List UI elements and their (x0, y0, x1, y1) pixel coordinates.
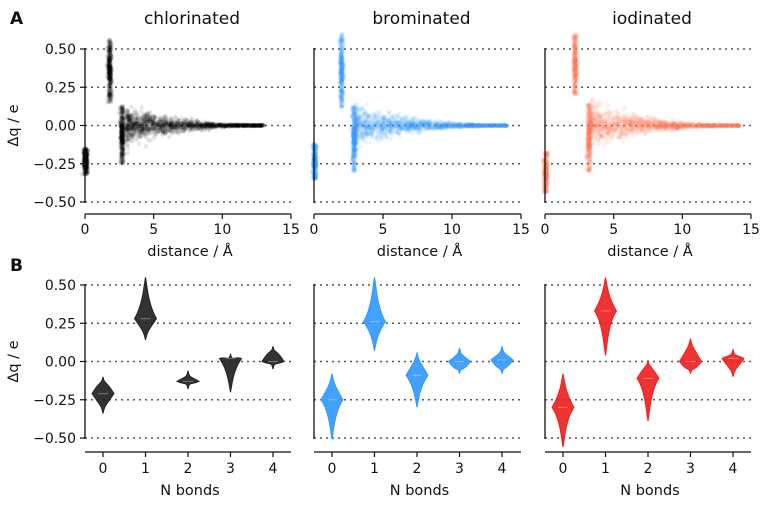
scatter-point (149, 127, 153, 131)
scatter-point (154, 127, 158, 131)
scatter-point (340, 95, 344, 99)
scatter-point (354, 116, 358, 120)
scatter-point (353, 150, 357, 154)
scatter-point (139, 122, 143, 126)
scatter-point (167, 135, 171, 139)
scatter-point (258, 123, 262, 127)
scatter-point (339, 45, 343, 49)
scatter-point (119, 117, 123, 121)
scatter-series-1 (309, 32, 509, 182)
scatter-point (107, 65, 111, 69)
scatter-point (252, 123, 256, 127)
scatter-point (137, 141, 141, 145)
scatter-point (379, 127, 383, 131)
scatter-point (164, 130, 168, 134)
scatter-series-0 (80, 38, 266, 177)
scatter-point (108, 82, 112, 86)
scatter-point (172, 120, 176, 124)
scatter-point (129, 105, 133, 109)
scatter-point (125, 109, 129, 113)
scatter-point (181, 128, 185, 132)
scatter-point (134, 121, 138, 125)
scatter-point (126, 144, 130, 148)
scatter-point (144, 144, 148, 148)
scatter-point (464, 124, 468, 128)
scatter-point (169, 116, 173, 120)
scatter-point (340, 32, 344, 36)
scatter-point (128, 131, 132, 135)
scatter-point (340, 90, 344, 94)
scatter-point (394, 113, 398, 117)
scatter-point (375, 124, 379, 128)
scatter-point (139, 129, 143, 133)
scatter-point (338, 60, 342, 64)
scatter-point (135, 114, 139, 118)
scatter-point (124, 134, 128, 138)
scatter-point (172, 126, 176, 130)
scatter-point (235, 123, 239, 127)
scatter-point (157, 119, 161, 123)
scatter-point (353, 161, 357, 165)
scatter-point (125, 151, 129, 155)
scatter-point (139, 113, 143, 117)
scatter-point (178, 123, 182, 127)
scatter-point (177, 131, 181, 135)
scatter-point (364, 141, 368, 145)
scatter-point (119, 139, 123, 143)
scatter-point (166, 122, 170, 126)
scatter-point (228, 125, 232, 129)
scatter-point (151, 132, 155, 136)
scatter-point (339, 78, 343, 82)
scatter-point (203, 128, 207, 132)
scatter-point (130, 135, 134, 139)
scatter-point (338, 105, 342, 109)
scatter-point (126, 138, 130, 142)
scatter-point (365, 101, 369, 105)
scatter-point (336, 40, 340, 44)
scatter-point (148, 138, 152, 142)
scatter-point (220, 123, 224, 127)
scatter-point (106, 39, 110, 43)
scatter-point (378, 111, 382, 115)
scatter-point (121, 146, 125, 150)
scatter-point (356, 137, 360, 141)
scatter-point (194, 122, 198, 126)
scatter-point (106, 100, 110, 104)
scatter-point (398, 112, 402, 116)
scatter-point (339, 73, 343, 77)
scatter-point (213, 124, 217, 128)
scatter-point (119, 134, 123, 138)
scatter-point (108, 56, 112, 60)
scatter-point (126, 117, 130, 121)
scatter-point (144, 122, 148, 126)
scatter-point (126, 126, 130, 130)
scatter-point (131, 128, 135, 132)
scatter-point (356, 146, 360, 150)
scatter-point (107, 95, 111, 99)
scatter-point (121, 157, 125, 161)
scatter-point (188, 123, 192, 127)
scatter-point (208, 122, 212, 126)
scatter-point (140, 105, 144, 109)
scatter-point (147, 111, 151, 115)
scatter-point (242, 124, 246, 128)
scatter-point (192, 127, 196, 131)
scatter-point (190, 117, 194, 121)
scatter-point (108, 44, 112, 48)
scatter-point (129, 121, 133, 125)
scatter-point (108, 77, 112, 81)
scatter-point (199, 124, 203, 128)
scatter-point (135, 137, 139, 141)
scatter-point (353, 168, 357, 172)
scatter-point (80, 172, 84, 176)
scatter-point (160, 123, 164, 127)
scatter-point (399, 135, 403, 139)
scatter-point (133, 108, 137, 112)
scatter-point (153, 123, 157, 127)
